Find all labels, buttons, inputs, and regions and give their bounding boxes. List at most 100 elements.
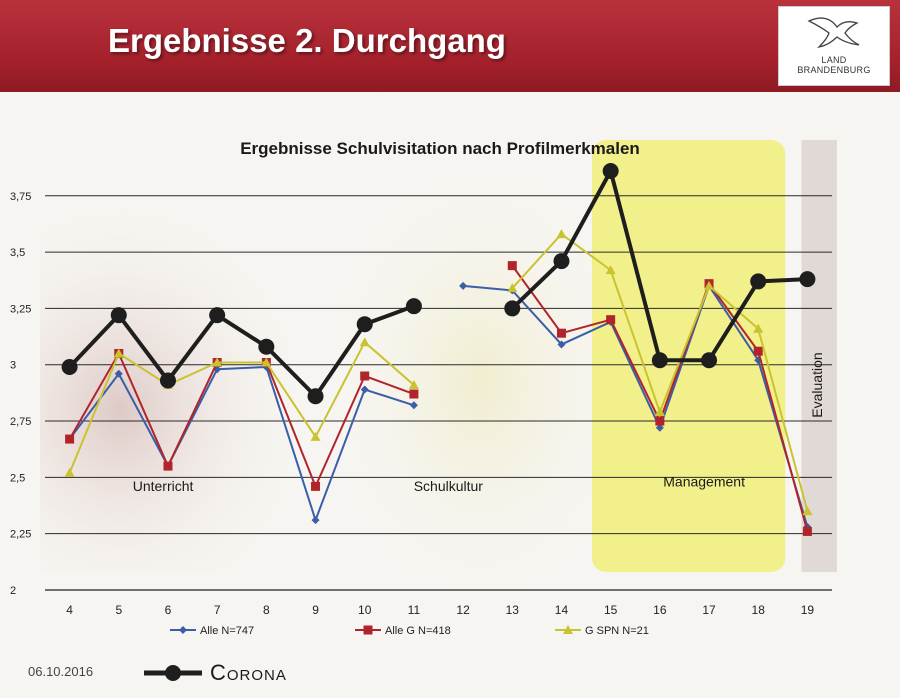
- management-highlight-band: [591, 140, 786, 572]
- logo-text: LAND BRANDENBURG: [779, 55, 889, 75]
- chart-legend: Alle N=747 Alle G N=418 G SPN N=21: [170, 625, 649, 637]
- logo-text-line2: BRANDENBURG: [797, 65, 871, 75]
- x-tick-label: 10: [358, 603, 372, 617]
- y-tick-label: 2,5: [10, 472, 25, 484]
- data-point: [459, 281, 468, 290]
- logo-text-line1: LAND: [821, 55, 847, 65]
- background-wash-center: [300, 152, 630, 612]
- data-point: [359, 337, 370, 347]
- data-point: [409, 389, 419, 399]
- data-point: [704, 280, 715, 290]
- corona-legend-swatch: [144, 665, 202, 681]
- chart-title: Ergebnisse Schulvisitation nach Profilme…: [240, 139, 640, 158]
- data-point: [507, 283, 518, 293]
- y-tick-label: 2,75: [10, 416, 31, 428]
- data-point: [651, 352, 668, 369]
- data-point: [113, 348, 124, 358]
- data-point: [159, 372, 176, 389]
- x-tick-label: 17: [702, 603, 716, 617]
- x-tick-label: 7: [214, 603, 221, 617]
- x-tick-label: 18: [752, 603, 766, 617]
- x-tick-label: 8: [263, 603, 270, 617]
- series-group: [61, 163, 816, 536]
- profile-chart: Ergebnisse Schulvisitation nach Profilme…: [0, 92, 900, 648]
- y-axis-ticks: 2 2,25 2,5 2,75 3 3,25 3,5 3,75: [10, 191, 31, 597]
- data-point: [753, 323, 764, 333]
- evaluation-band: [801, 140, 837, 572]
- data-point: [258, 338, 275, 355]
- legend-item: Alle N=747: [170, 625, 254, 637]
- data-point: [563, 625, 573, 634]
- data-point: [557, 340, 566, 349]
- series-line: [68, 365, 415, 522]
- section-label: Schulkultur: [414, 478, 484, 494]
- data-point: [65, 434, 75, 444]
- series-line: [68, 341, 415, 474]
- data-point: [701, 352, 718, 369]
- data-point: [504, 300, 521, 317]
- land-brandenburg-logo: LAND BRANDENBURG: [778, 6, 890, 86]
- series-g-spn-n-21: [64, 229, 813, 516]
- legend-item: Alle G N=418: [355, 625, 451, 637]
- corona-legend: Corona: [140, 658, 350, 688]
- data-point: [363, 625, 373, 635]
- data-point: [655, 423, 664, 432]
- y-tick-label: 2: [10, 585, 16, 597]
- data-point: [64, 467, 75, 477]
- y-tick-label: 3: [10, 360, 16, 372]
- data-point: [360, 385, 369, 394]
- x-tick-label: 4: [66, 603, 73, 617]
- data-point: [307, 388, 324, 405]
- data-point: [360, 371, 370, 381]
- data-point: [750, 273, 767, 290]
- data-point: [61, 358, 78, 375]
- x-tick-label: 9: [312, 603, 319, 617]
- data-point: [110, 307, 127, 324]
- data-point: [261, 357, 272, 367]
- legend-label: Alle G N=418: [385, 625, 451, 637]
- data-point: [209, 307, 226, 324]
- x-tick-label: 15: [604, 603, 618, 617]
- data-point: [606, 315, 616, 325]
- slide-date: 06.10.2016: [28, 664, 94, 679]
- slide-title: Ergebnisse 2. Durchgang: [108, 22, 506, 59]
- data-point: [163, 461, 173, 471]
- x-tick-label: 11: [408, 603, 421, 617]
- data-point: [556, 229, 567, 239]
- data-point: [799, 271, 816, 288]
- data-point: [179, 626, 187, 634]
- data-point: [356, 316, 373, 333]
- corona-legend-label: Corona: [210, 660, 287, 685]
- data-point: [802, 526, 812, 536]
- data-point: [507, 261, 517, 271]
- y-tick-label: 3,5: [10, 247, 25, 259]
- x-tick-label: 5: [115, 603, 122, 617]
- data-point: [114, 369, 123, 378]
- data-point: [553, 253, 570, 270]
- x-tick-label: 6: [165, 603, 172, 617]
- x-tick-label: 12: [456, 603, 470, 617]
- legend-label: Alle N=747: [200, 625, 254, 637]
- data-point: [605, 265, 616, 275]
- section-label: Evaluation: [809, 352, 825, 417]
- data-point: [311, 516, 320, 525]
- data-point: [802, 506, 813, 516]
- data-point: [212, 357, 223, 367]
- data-point: [310, 431, 321, 441]
- x-tick-label: 19: [801, 603, 815, 617]
- section-label: Unterricht: [133, 478, 194, 494]
- data-point: [405, 298, 422, 315]
- data-point: [556, 328, 566, 338]
- series-corona: [61, 163, 816, 405]
- x-axis-ticks: 4 5 6 7 8 9 10 11 12 13 14 15 16 17 18 19: [66, 603, 814, 617]
- x-tick-label: 16: [653, 603, 667, 617]
- x-tick-label: 13: [506, 603, 520, 617]
- series-line: [68, 304, 415, 399]
- data-point: [654, 407, 665, 417]
- legend-item: G SPN N=21: [555, 625, 649, 637]
- data-point: [655, 416, 665, 426]
- section-labels: Unterricht Schulkultur Management Evaluatio…: [133, 352, 825, 494]
- data-point: [408, 380, 419, 390]
- legend-label: G SPN N=21: [585, 625, 649, 637]
- slide-header: Ergebnisse 2. Durchgang LAND BRANDENBURG: [0, 0, 900, 92]
